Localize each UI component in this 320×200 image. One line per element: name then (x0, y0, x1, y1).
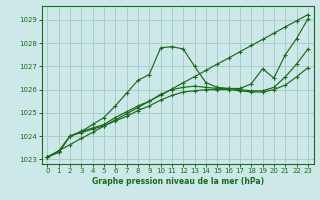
X-axis label: Graphe pression niveau de la mer (hPa): Graphe pression niveau de la mer (hPa) (92, 177, 264, 186)
